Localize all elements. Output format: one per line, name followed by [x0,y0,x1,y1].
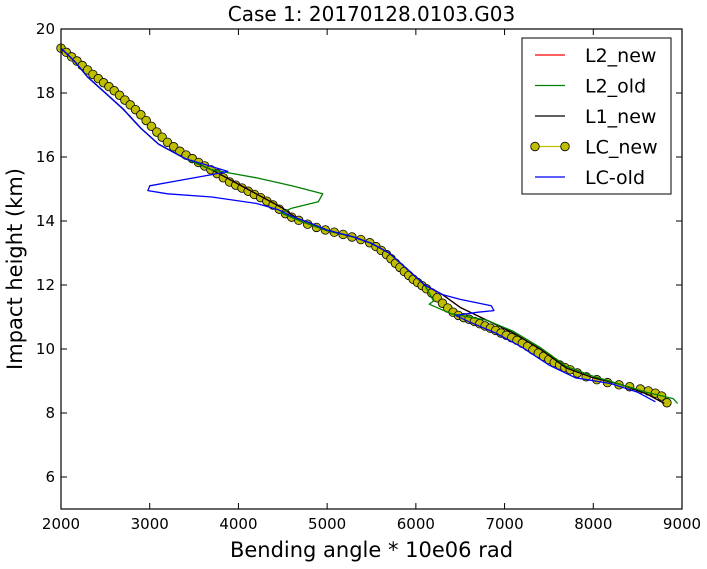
x-tick-label: 2000 [42,515,80,533]
y-tick-label: 6 [45,468,55,486]
legend-label-l2-old: L2_old [585,76,646,98]
y-tick-label: 12 [36,276,55,294]
plot-frame [60,28,683,510]
x-tick-label: 5000 [308,515,346,533]
y-tick-label: 14 [36,212,55,230]
legend: L2_new L2_old L1_new LC_new LC-old [521,37,672,195]
legend-marker-lc-new [530,141,540,152]
y-tick-label: 20 [36,20,55,38]
legend-label-lc-new: LC_new [585,137,658,159]
series-lc-new-point [136,110,146,120]
chart-title: Case 1: 20170128.0103.G03 [228,2,515,26]
x-tick-label: 7000 [485,515,523,533]
series-lc-new-point [146,121,157,131]
x-tick-label: 4000 [219,515,257,533]
x-tick-label: 9000 [663,515,701,533]
y-tick-label: 10 [36,340,55,358]
legend-marker-lc-new [560,141,570,152]
legend-label-l1-new: L1_new [585,106,656,128]
legend-label-l2-new: L2_new [585,45,656,67]
y-tick-label: 16 [36,148,55,166]
axis-ticks: 2000 3000 4000 5000 6000 7000 8000 9000 6 8 10 12 14… [36,20,701,533]
series-lc-old-line [60,47,656,403]
series-layer [56,43,679,408]
series-lc-new-point [141,115,151,126]
x-tick-label: 8000 [574,515,612,533]
x-axis-title: Bending angle * 10e06 rad [230,538,513,562]
y-tick-label: 8 [45,404,55,422]
x-tick-label: 6000 [397,515,435,533]
y-axis-title: Impact height (km) [3,168,27,370]
y-tick-label: 18 [36,84,55,102]
x-tick-label: 3000 [131,515,169,533]
legend-label-lc-old: LC-old [585,167,645,189]
